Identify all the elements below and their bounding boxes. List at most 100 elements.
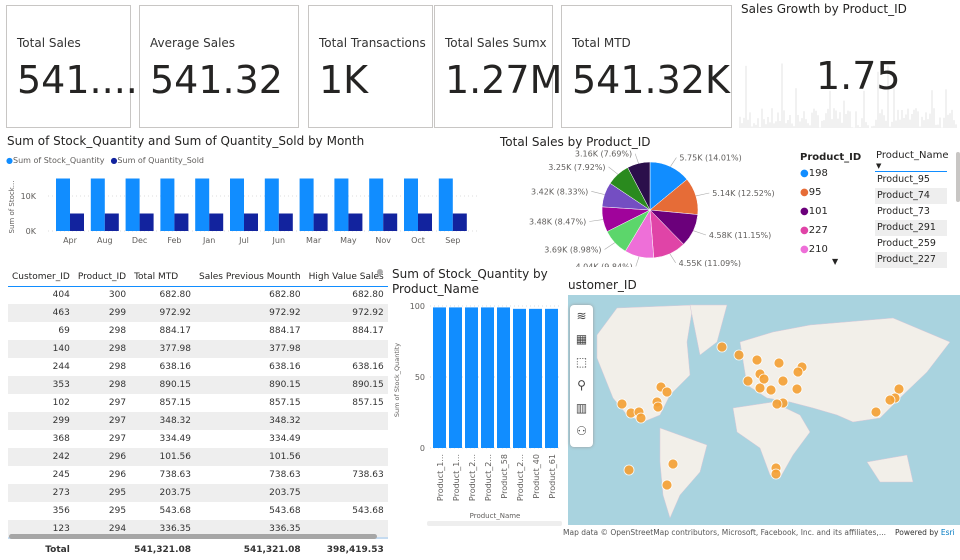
table-row[interactable]: 69 298 884.17 884.17 884.17 xyxy=(8,322,388,340)
y-tick-label: 10K xyxy=(21,192,37,201)
data-label: 3.48K (8.47%) xyxy=(529,218,586,227)
slicer-item[interactable]: Product_210 xyxy=(875,268,947,270)
kpi-card: Total Sales Sumx 1.27M xyxy=(434,5,562,128)
chart-title: Total Sales by Product_ID xyxy=(500,135,651,149)
table-row[interactable]: 140 298 377.98 377.98 xyxy=(8,340,388,358)
column-header[interactable]: Sales Previous Mounth xyxy=(199,271,301,282)
chart-icon[interactable]: ▥ xyxy=(575,401,588,415)
total-cell: 398,419.53 xyxy=(326,544,384,555)
sort-icon[interactable]: ▼ xyxy=(876,162,882,170)
table-cell: 244 xyxy=(52,362,70,372)
table-row[interactable]: 242 296 101.56 101.56 xyxy=(8,448,388,466)
slicer-item[interactable]: Product_73 xyxy=(875,204,947,220)
table-row[interactable]: 273 295 203.75 203.75 xyxy=(8,484,388,502)
table-cell: 296 xyxy=(108,470,127,480)
bar-stock-quantity xyxy=(90,178,105,231)
leader-line xyxy=(604,242,615,250)
table-cell: 101.56 xyxy=(130,448,196,466)
customer-location-dot xyxy=(771,398,783,410)
slicer-item[interactable]: Product_74 xyxy=(875,188,947,204)
table-row[interactable]: 356 295 543.68 543.68 543.68 xyxy=(8,502,388,520)
table-cell xyxy=(305,430,388,448)
legend-scroll-down-icon[interactable]: ▼ xyxy=(832,257,839,266)
kpi-card: Average Sales 541.32 xyxy=(139,5,299,128)
slicer-item[interactable]: Product_95 xyxy=(875,172,947,188)
table-cell: 203.75 xyxy=(195,484,305,502)
legend-item[interactable]: ●101 xyxy=(800,206,828,225)
table-row[interactable]: 123 294 336.35 336.35 xyxy=(8,520,388,538)
map-canvas[interactable] xyxy=(568,295,960,525)
legend-item-sold[interactable]: ●Sum of Quantity_Sold xyxy=(110,156,205,165)
table-row[interactable]: 244 298 638.16 638.16 638.16 xyxy=(8,358,388,376)
bar xyxy=(481,307,494,448)
layers-icon[interactable]: ≋ xyxy=(576,309,587,323)
customer-location-dot xyxy=(635,412,647,424)
customer-location-dot xyxy=(777,375,789,387)
legend-dot: ● xyxy=(800,244,809,255)
table-row[interactable]: 404 300 682.80 682.80 682.80 xyxy=(8,286,388,304)
kpi-card: Total Sales 541.... xyxy=(6,5,138,128)
kpi-label: Total Transactions xyxy=(319,36,426,50)
x-tick-label: Product_2... xyxy=(484,454,493,501)
table-cell: 334.49 xyxy=(159,434,192,444)
legend-dot: ● xyxy=(800,206,809,217)
map-title: ustomer_ID xyxy=(568,278,637,292)
column-header[interactable]: Total MTD xyxy=(134,271,179,282)
table-scroll-indicator[interactable] xyxy=(377,269,383,275)
table-cell: 298 xyxy=(108,362,127,372)
person-icon[interactable]: ⚇ xyxy=(576,424,587,438)
customer-location-dot xyxy=(652,401,664,413)
customer-location-dot xyxy=(667,458,679,470)
legend-item[interactable]: ●198 xyxy=(800,168,828,187)
select-rectangle-icon[interactable]: ⬚ xyxy=(575,355,588,369)
table-row[interactable]: 102 297 857.15 857.15 857.15 xyxy=(8,394,388,412)
slicer-item[interactable]: Product_259 xyxy=(875,236,947,252)
sales-table: Customer_ID Product_ID Total MTD Sales Prev… xyxy=(8,268,388,555)
x-tick-label: Product_58 xyxy=(500,454,509,499)
customer-location-dot xyxy=(870,406,882,418)
slicer-scrollbar[interactable] xyxy=(956,152,960,202)
legend-item[interactable]: ●227 xyxy=(800,225,828,244)
slicer-item[interactable]: Product_227 xyxy=(875,252,947,268)
x-tick-label: Sep xyxy=(445,236,460,245)
table-row[interactable]: 245 296 738.63 738.63 738.63 xyxy=(8,466,388,484)
table-cell: 203.75 xyxy=(130,484,196,502)
legend-item-stock[interactable]: ●Sum of Stock_Quantity xyxy=(6,156,105,165)
table-row[interactable]: 463 299 972.92 972.92 972.92 xyxy=(8,304,388,322)
grid-icon[interactable]: ▦ xyxy=(575,332,588,346)
table-cell: 296 xyxy=(73,448,131,466)
search-icon[interactable]: ⚲ xyxy=(577,378,586,392)
column-header[interactable]: High Value Sales xyxy=(308,271,384,282)
table-cell: 297 xyxy=(73,412,131,430)
esri-link[interactable]: Esri xyxy=(940,528,955,537)
kpi-value: 1K xyxy=(319,58,369,102)
chart-title-line1: Sum of Stock_Quantity by xyxy=(392,267,548,281)
leader-line xyxy=(608,166,619,175)
table-horizontal-scrollbar[interactable] xyxy=(9,534,377,539)
table-cell: 682.80 xyxy=(352,290,384,301)
bar-quantity-sold xyxy=(313,213,328,231)
table-cell: 738.63 xyxy=(269,470,301,480)
slicer-item[interactable]: Product_291 xyxy=(875,220,947,236)
legend-item[interactable]: ●210 xyxy=(800,244,828,263)
table-row[interactable]: 353 298 890.15 890.15 890.15 xyxy=(8,376,388,394)
table-row[interactable]: 299 297 348.32 348.32 xyxy=(8,412,388,430)
customer-location-dot xyxy=(716,341,728,353)
table-cell: 334.49 xyxy=(269,434,301,444)
column-header[interactable]: Customer_ID xyxy=(12,271,70,282)
legend-item[interactable]: ●95 xyxy=(800,187,828,206)
month-chart: Sum of Stock_Quantity and Sum of Quantit… xyxy=(0,132,490,260)
legend-dot: ● xyxy=(800,187,809,198)
column-header[interactable]: Product_ID xyxy=(77,271,127,282)
table-row[interactable]: 368 297 334.49 334.49 xyxy=(8,430,388,448)
table-cell: 638.16 xyxy=(159,362,192,372)
bar-stock-quantity xyxy=(438,178,453,231)
legend-dot: ● xyxy=(800,168,809,179)
chart-title-line2: Product_Name xyxy=(392,282,479,296)
bar-stock-quantity xyxy=(160,178,175,231)
table-cell: 69 xyxy=(58,326,70,336)
bar-stock-quantity xyxy=(125,178,140,231)
pie-chart: Total Sales by Product_ID 5.75K (14.01%)… xyxy=(490,132,870,267)
customer-location-dot xyxy=(773,357,785,369)
data-label: 5.14K (12.52%) xyxy=(712,189,774,198)
